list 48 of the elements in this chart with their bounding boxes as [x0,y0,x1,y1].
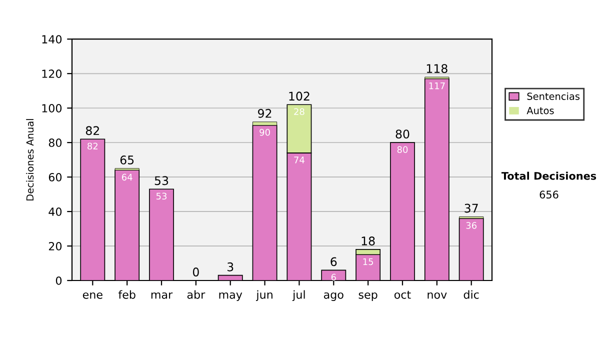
total-label: 3 [228,262,234,272]
text: 656 [540,190,558,199]
x-tick-label: oct [394,290,411,299]
total-label: 80 [396,130,410,139]
legend-label: Autos [526,107,554,114]
total-label: 37 [464,204,478,213]
data-label: 64 [122,174,132,181]
data-label: 80 [397,146,408,153]
data-label: 117 [429,82,445,90]
data-label: 74 [294,156,304,164]
y-tick-label: 80 [48,138,62,147]
y-tick-label: 140 [42,35,62,44]
x-tick-label: dic [464,290,479,299]
data-label: 15 [363,258,374,266]
y-tick-label: 60 [48,173,62,182]
x-tick-label: feb [118,290,136,299]
total-label: 92 [258,108,272,118]
y-axis-title: Decisiones Anual [26,119,34,200]
x-tick-label: mar [151,292,173,299]
total-label: 65 [120,155,134,164]
y-tick-label: 120 [42,70,62,78]
data-label: 28 [294,108,304,116]
legend-label: Sentencias [527,92,580,100]
x-tick-label: sep [358,292,378,301]
x-tick-label: jun [256,290,272,301]
x-tick-label: ene [82,292,102,299]
total-label: 0 [192,268,199,276]
total-label: 82 [86,126,99,136]
y-tick-label: 100 [42,104,62,112]
total-label: 53 [154,176,168,186]
x-tick-label: may [219,292,242,301]
y-tick-label: 40 [48,208,62,216]
total-label: 102 [289,92,310,101]
data-label: 82 [88,142,98,150]
data-label: 90 [260,128,270,136]
total-label: 118 [426,64,448,74]
data-label: 36 [466,222,477,229]
y-tick-label: 0 [56,276,62,285]
total-label: 6 [330,257,337,266]
y-tick-label: 20 [48,242,62,250]
total-label: 18 [362,236,375,246]
data-label: 53 [156,192,167,200]
x-tick-label: jul [292,290,305,301]
text: Total Decisiones [501,172,596,180]
x-tick-label: nov [428,292,447,299]
data-label: 6 [331,274,336,281]
x-tick-label: abr [187,290,206,299]
x-tick-label: ago [324,292,344,301]
